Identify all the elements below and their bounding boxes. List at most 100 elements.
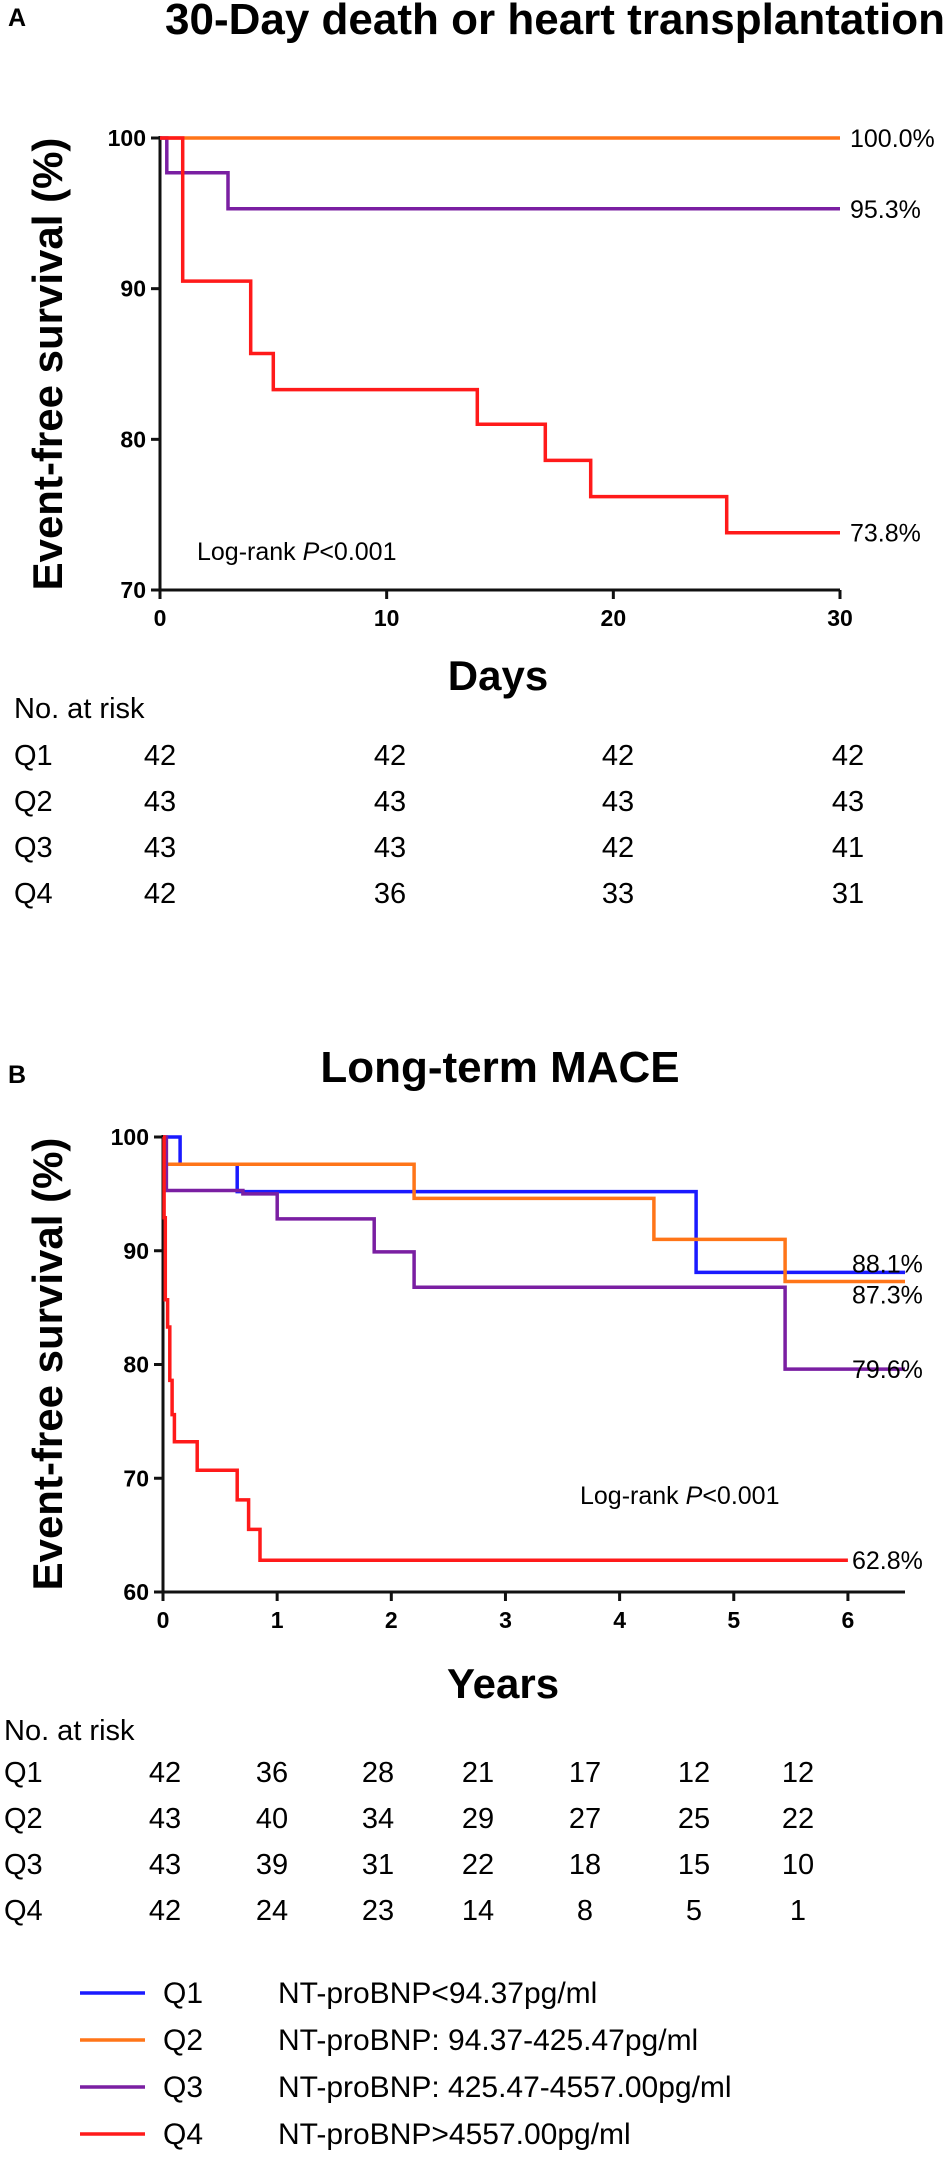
legend-label: Q3 bbox=[163, 2071, 203, 2104]
risk-cell: 40 bbox=[256, 1803, 288, 1835]
x-tick-label: 2 bbox=[385, 1607, 398, 1633]
end-label-q2: 100.0% bbox=[850, 125, 935, 153]
x-tick-label: 0 bbox=[157, 1607, 170, 1633]
y-tick-label: 70 bbox=[120, 577, 146, 603]
risk-row-label: Q3 bbox=[4, 1849, 43, 1881]
risk-cell: 8 bbox=[577, 1895, 593, 1927]
risk-row-label: Q4 bbox=[14, 878, 53, 910]
risk-row-label: Q1 bbox=[14, 740, 53, 772]
legend-description: NT-proBNP<94.37pg/ml bbox=[278, 1977, 597, 2010]
logrank-annotation: Log-rank P<0.001 bbox=[580, 1482, 779, 1510]
risk-cell: 43 bbox=[602, 786, 634, 818]
legend-label: Q2 bbox=[163, 2024, 203, 2057]
risk-row-label: Q4 bbox=[4, 1895, 43, 1927]
chart-panel-a: A 30-Day death or heart transplantation 70… bbox=[8, 0, 945, 910]
risk-cell: 28 bbox=[362, 1757, 394, 1789]
y-tick-label: 80 bbox=[120, 426, 146, 452]
x-tick-label: 1 bbox=[271, 1607, 284, 1633]
legend-description: NT-proBNP: 94.37-425.47pg/ml bbox=[278, 2024, 698, 2057]
risk-cell: 1 bbox=[790, 1895, 806, 1927]
risk-cell: 36 bbox=[256, 1757, 288, 1789]
series-line-q3 bbox=[160, 136, 840, 211]
risk-cell: 42 bbox=[144, 878, 176, 910]
y-tick-label: 70 bbox=[123, 1465, 149, 1491]
risk-cell: 42 bbox=[602, 832, 634, 864]
risk-cell: 15 bbox=[678, 1849, 710, 1881]
risk-cell: 34 bbox=[362, 1803, 394, 1835]
logrank-p: P bbox=[686, 1482, 703, 1510]
risk-cell: 12 bbox=[782, 1757, 814, 1789]
y-tick-label: 80 bbox=[123, 1352, 149, 1378]
y-tick-label: 100 bbox=[108, 125, 146, 151]
end-label-q1: 88.1% bbox=[852, 1250, 923, 1278]
series-line-q1 bbox=[163, 1135, 905, 1275]
risk-cell: 22 bbox=[782, 1803, 814, 1835]
risk-row-label: Q2 bbox=[4, 1803, 43, 1835]
risk-cell: 43 bbox=[144, 786, 176, 818]
risk-table-header: No. at risk bbox=[14, 693, 145, 725]
risk-cell: 14 bbox=[462, 1895, 494, 1927]
logrank-p: P bbox=[303, 538, 320, 566]
risk-cell: 39 bbox=[256, 1849, 288, 1881]
risk-cell: 21 bbox=[462, 1757, 494, 1789]
risk-cell: 43 bbox=[149, 1849, 181, 1881]
x-tick-label: 30 bbox=[827, 605, 853, 631]
legend-label: Q4 bbox=[163, 2118, 203, 2151]
risk-cell: 36 bbox=[374, 878, 406, 910]
risk-cell: 29 bbox=[462, 1803, 494, 1835]
risk-cell: 12 bbox=[678, 1757, 710, 1789]
risk-cell: 24 bbox=[256, 1895, 288, 1927]
risk-cell: 42 bbox=[149, 1895, 181, 1927]
logrank-value: <0.001 bbox=[702, 1482, 779, 1510]
risk-cell: 42 bbox=[144, 740, 176, 772]
x-tick-label: 10 bbox=[374, 605, 400, 631]
y-tick-label: 60 bbox=[123, 1579, 149, 1605]
risk-cell: 42 bbox=[832, 740, 864, 772]
risk-cell: 10 bbox=[782, 1849, 814, 1881]
end-label-q4: 73.8% bbox=[850, 520, 921, 548]
end-label-q2: 87.3% bbox=[852, 1281, 923, 1309]
risk-cell: 33 bbox=[602, 878, 634, 910]
panel-label: B bbox=[8, 1061, 26, 1089]
x-tick-label: 4 bbox=[613, 1607, 626, 1633]
series-line-q2 bbox=[163, 1135, 905, 1284]
chart-title: Long-term MACE bbox=[320, 1043, 679, 1092]
risk-cell: 43 bbox=[149, 1803, 181, 1835]
risk-cell: 17 bbox=[569, 1757, 601, 1789]
x-axis-title: Years bbox=[447, 1660, 559, 1707]
end-label-q4: 62.8% bbox=[852, 1547, 923, 1575]
risk-cell: 42 bbox=[602, 740, 634, 772]
logrank-text: Log-rank bbox=[580, 1482, 686, 1510]
risk-cell: 5 bbox=[686, 1895, 702, 1927]
y-axis-title: Event-free survival (%) bbox=[24, 1138, 71, 1591]
panel-label: A bbox=[8, 4, 26, 32]
x-tick-label: 6 bbox=[842, 1607, 855, 1633]
risk-row-label: Q3 bbox=[14, 832, 53, 864]
legend-description: NT-proBNP: 425.47-4557.00pg/ml bbox=[278, 2071, 732, 2104]
risk-cell: 42 bbox=[149, 1757, 181, 1789]
legend-label: Q1 bbox=[163, 1977, 203, 2010]
x-tick-label: 3 bbox=[499, 1607, 512, 1633]
risk-cell: 42 bbox=[374, 740, 406, 772]
x-axis-title: Days bbox=[448, 652, 548, 699]
risk-cell: 41 bbox=[832, 832, 864, 864]
logrank-annotation: Log-rank P<0.001 bbox=[197, 538, 396, 566]
risk-cell: 18 bbox=[569, 1849, 601, 1881]
series-line-q3 bbox=[163, 1135, 905, 1371]
risk-cell: 43 bbox=[832, 786, 864, 818]
y-tick-label: 90 bbox=[123, 1238, 149, 1264]
risk-cell: 25 bbox=[678, 1803, 710, 1835]
risk-cell: 27 bbox=[569, 1803, 601, 1835]
risk-cell: 23 bbox=[362, 1895, 394, 1927]
y-tick-label: 100 bbox=[111, 1124, 149, 1150]
risk-cell: 31 bbox=[832, 878, 864, 910]
logrank-text: Log-rank bbox=[197, 538, 303, 566]
y-axis-title: Event-free survival (%) bbox=[24, 138, 71, 591]
end-label-q3: 95.3% bbox=[850, 196, 921, 224]
risk-table-header: No. at risk bbox=[4, 1715, 135, 1747]
risk-cell: 22 bbox=[462, 1849, 494, 1881]
legend-description: NT-proBNP>4557.00pg/ml bbox=[278, 2118, 631, 2151]
risk-row-label: Q1 bbox=[4, 1757, 43, 1789]
